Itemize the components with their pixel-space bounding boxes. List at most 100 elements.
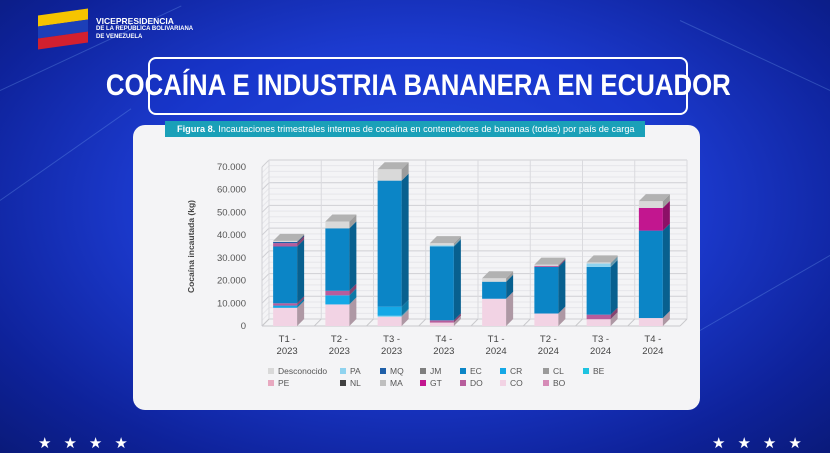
y-tick-label: 50.000: [217, 207, 246, 218]
bar-segment-gt: [638, 207, 663, 231]
bar-segment-co: [273, 307, 298, 326]
bar-segment-co: [638, 318, 663, 326]
bar-segment-pa: [377, 315, 402, 317]
figure-label: Figura 8.: [177, 124, 216, 134]
bar-side-do: [558, 258, 566, 267]
legend-label-desconocido: Desconocido: [278, 366, 327, 376]
bar-side-pa: [610, 256, 618, 267]
x-tick-label: T2 -: [331, 334, 348, 345]
bar-side-ec: [453, 239, 461, 321]
org-line-2: DE LA REPÚBLICA BOLIVARIANA: [96, 26, 194, 32]
legend-label-pe: PE: [278, 378, 290, 388]
bar-top: [429, 236, 461, 244]
bar-side-co: [349, 297, 357, 326]
gridline: [261, 188, 270, 196]
bar-side-desconocido: [506, 271, 514, 282]
legend-label-ma: MA: [390, 378, 403, 388]
bar-side-co: [453, 315, 461, 326]
bar-segment-do: [429, 320, 454, 323]
bar-segment-do: [325, 290, 350, 296]
y-tick-label: 40.000: [217, 230, 246, 241]
bar-side-co: [610, 312, 618, 326]
bar-segment-co: [482, 298, 507, 326]
bar-segment-co: [429, 322, 454, 326]
bar-side-co: [401, 309, 409, 326]
x-tick-label: 2024: [486, 346, 507, 357]
bar-segment-co: [534, 313, 559, 326]
x-tick-label: T3 -: [383, 334, 400, 345]
bar-side-co: [558, 306, 566, 326]
y-tick-label: 10.000: [217, 298, 246, 309]
bar-top: [534, 257, 566, 265]
y-tick-label: 0: [241, 321, 246, 332]
bar-side-mq: [297, 234, 305, 244]
bar-side-desconocido: [453, 236, 461, 246]
vicepresidencia-logo: VICEPRESIDENCIA DE LA REPÚBLICA BOLIVARI…: [38, 8, 194, 50]
bar-side-desconocido: [349, 214, 357, 229]
floor-line: [261, 318, 270, 327]
stars-left: ★★★★: [38, 435, 140, 452]
bar-segment-do: [273, 243, 298, 247]
legend-swatch-cl: [543, 368, 549, 374]
bar-segment-cr: [273, 305, 298, 308]
bar-segment-ec: [534, 266, 559, 314]
floor-line: [575, 318, 583, 327]
bar-segment-ec: [377, 180, 402, 307]
slide-title-box: COCAÍNA E INDUSTRIA BANANERA EN ECUADOR: [106, 57, 730, 115]
legend-label-be: BE: [593, 366, 605, 376]
gridline: [261, 290, 270, 298]
gridline: [261, 250, 270, 259]
bar-side-pa: [401, 308, 409, 317]
bar-side-ec: [662, 223, 670, 319]
bar-side-ec: [401, 173, 409, 307]
bar-segment-desconocido: [429, 243, 454, 246]
bar-side-do: [453, 313, 461, 323]
bar-segment-do: [534, 265, 559, 267]
org-line-1: VICEPRESIDENCIA: [96, 16, 174, 26]
bar-side-desconocido: [401, 162, 409, 181]
legend-label-pa: PA: [350, 366, 361, 376]
bar-top: [482, 271, 514, 279]
gridline: [261, 159, 270, 168]
floor-line: [627, 318, 636, 327]
x-tick-label: 2024: [538, 346, 559, 357]
legend-label-nl: NL: [350, 378, 361, 388]
bar-top: [377, 162, 409, 170]
floor-line: [418, 318, 427, 327]
gridline: [261, 256, 270, 264]
gridline: [261, 307, 270, 315]
legend-swatch-do: [460, 380, 466, 386]
gridline: [261, 193, 270, 202]
gridline: [261, 216, 270, 225]
bar-side-desconocido: [558, 257, 566, 266]
gridline: [261, 239, 270, 247]
gridline: [261, 233, 270, 242]
bar-segment-cr: [377, 306, 402, 316]
legend-label-gt: GT: [430, 378, 442, 388]
bar-segment-ec: [325, 228, 350, 291]
x-tick-label: T4 -: [644, 334, 661, 345]
y-tick-label: 60.000: [217, 185, 246, 196]
gridline: [261, 267, 270, 276]
legend-swatch-nl: [340, 380, 346, 386]
legend-swatch-jm: [420, 368, 426, 374]
bar-side-do: [349, 283, 357, 296]
legend-label-cl: CL: [553, 366, 564, 376]
bar-segment-ec: [638, 230, 663, 319]
legend-swatch-pe: [268, 380, 274, 386]
y-tick-label: 30.000: [217, 253, 246, 264]
legend-label-ec: EC: [470, 366, 482, 376]
legend-swatch-be: [583, 368, 589, 374]
gridline: [261, 295, 270, 304]
bar-segment-co: [377, 316, 402, 326]
gridline: [261, 284, 270, 293]
gridline: [261, 165, 270, 174]
bar-segment-desconocido: [586, 262, 611, 264]
x-tick-label: T1 -: [279, 334, 296, 345]
bar-side-cr: [401, 299, 409, 316]
x-tick-label: 2023: [381, 346, 402, 357]
bar-segment-do: [586, 314, 611, 320]
bar-side-co: [297, 300, 305, 326]
x-tick-label: 2023: [277, 346, 298, 357]
bar-side-do: [297, 236, 305, 247]
